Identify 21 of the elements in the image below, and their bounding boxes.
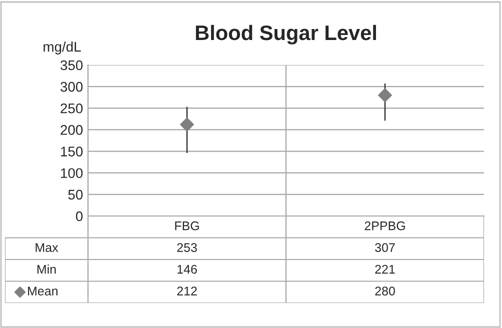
y-tick-label: 250 bbox=[60, 103, 83, 114]
text: 221 bbox=[375, 264, 395, 274]
chart-title: Blood Sugar Level bbox=[196, 24, 376, 44]
text: 253 bbox=[177, 243, 197, 252]
text: 307 bbox=[375, 243, 395, 252]
y-tick-label: 300 bbox=[60, 82, 83, 92]
legend-label: Mean bbox=[28, 286, 58, 296]
x-tick-label: FBG bbox=[175, 221, 199, 230]
y-axis-title: mg/dL bbox=[44, 42, 81, 54]
y-tick-label: 0 bbox=[76, 211, 83, 222]
x-tick-label: 2PPBG bbox=[364, 221, 405, 230]
y-tick-label: 150 bbox=[61, 146, 83, 156]
y-tick-label: 50 bbox=[68, 190, 83, 200]
data-label: 212 bbox=[177, 286, 197, 296]
y-tick-label: 100 bbox=[61, 168, 83, 178]
data-label: 280 bbox=[375, 286, 395, 296]
text: Min bbox=[37, 264, 56, 274]
text: Max bbox=[36, 243, 58, 252]
y-tick-label: 200 bbox=[60, 125, 83, 135]
y-tick-label: 350 bbox=[60, 60, 83, 70]
text: 146 bbox=[178, 264, 197, 274]
